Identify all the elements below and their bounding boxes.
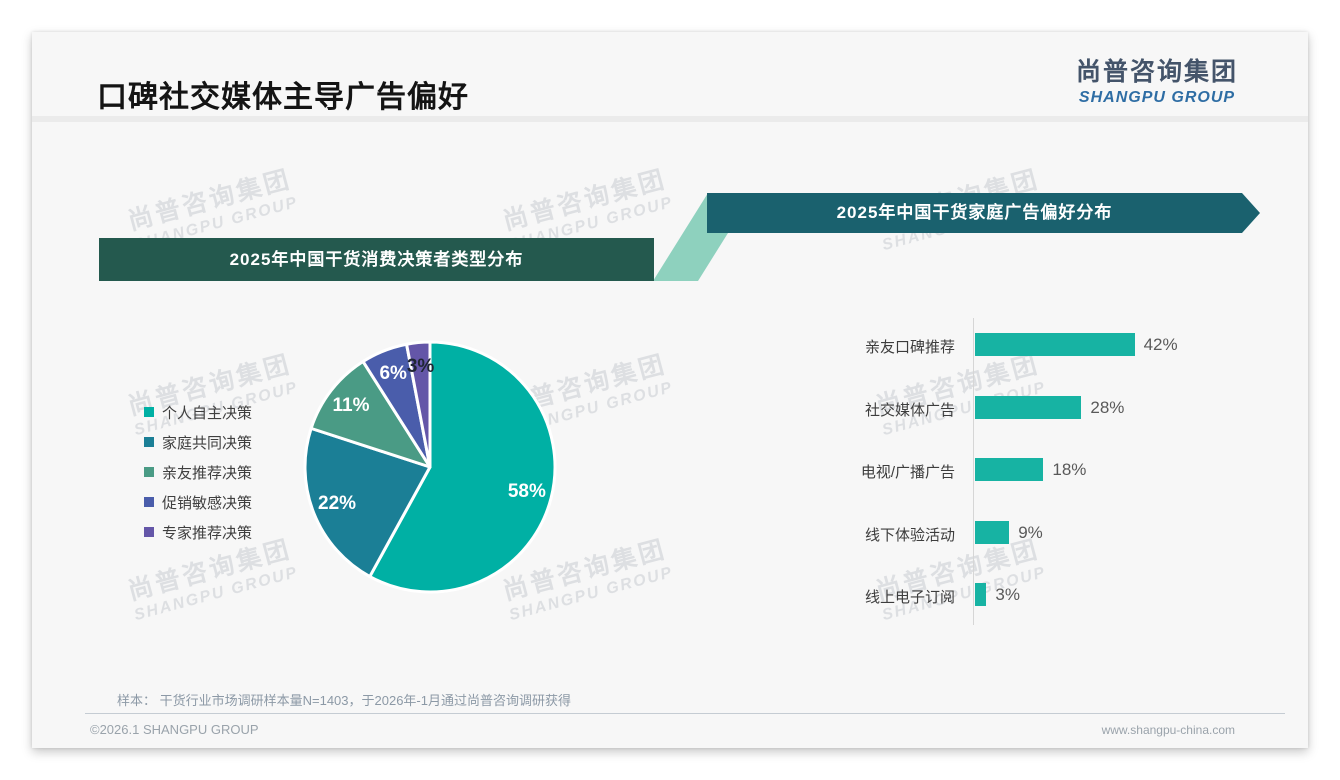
bar-chart: 亲友口碑推荐 42% 社交媒体广告 28% 电视/广播广告 18% 线下体验活动 9% 线上电子…: [32, 32, 1308, 748]
legend-item: 个人自主决策: [144, 397, 252, 427]
legend-label: 促销敏感决策: [162, 494, 253, 512]
bar-category-label: 线下体验活动: [864, 526, 955, 544]
pie-value-label: 3%: [406, 356, 435, 378]
legend-item: 亲友推荐决策: [144, 457, 252, 487]
pie-value-label: 22%: [318, 492, 357, 514]
pie-legend: 个人自主决策 家庭共同决策 亲友推荐决策 促销敏感决策 专家推荐决策: [144, 397, 252, 547]
watermark-cn: 尚普咨询集团: [500, 165, 670, 236]
header-divider: [32, 116, 1308, 122]
bar-chart-title-banner: 2025年中国干货家庭广告偏好分布: [707, 193, 1260, 233]
logo-en-text: SHANGPU GROUP: [1078, 89, 1236, 106]
bar-value-label: 18%: [1052, 460, 1087, 479]
bar-category-label: 线上电子订阅: [864, 589, 955, 606]
legend-label: 亲友推荐决策: [162, 464, 253, 482]
pie-svg: [303, 340, 557, 594]
watermark-en: SHANGPU GROUP: [880, 563, 1049, 625]
bar-线上电子订阅: [975, 583, 987, 606]
watermark-cn: 尚普咨询集团: [873, 535, 1043, 606]
watermark-en: SHANGPU GROUP: [880, 378, 1049, 440]
pie-chart: 58% 22% 11% 6% 3%: [295, 332, 565, 602]
bar-value-label: 28%: [1090, 397, 1125, 417]
bar-chart-axis: [973, 318, 974, 625]
bar-电视/广播广告: [975, 458, 1044, 481]
legend-swatch-icon: [144, 527, 154, 537]
pie-value-label: 58%: [507, 480, 546, 502]
pie-chart-title-banner: 2025年中国干货消费决策者类型分布: [99, 238, 654, 281]
watermark-en: SHANGPU GROUP: [132, 563, 301, 625]
pie-value-label: 6%: [379, 363, 407, 385]
legend-item: 家庭共同决策: [144, 427, 252, 457]
bar-亲友口碑推荐: [975, 333, 1135, 356]
footer-divider: [85, 713, 1285, 714]
bar-value-label: 9%: [1018, 522, 1043, 542]
source-note: 样本： 干货行业市场调研样本量N=1403，于2026年-1月通过尚普咨询调研获…: [117, 693, 571, 708]
bar-category-label: 社交媒体广告: [864, 401, 955, 419]
legend-label: 家庭共同决策: [162, 434, 253, 452]
bar-社交媒体广告: [975, 395, 1082, 419]
legend-label: 个人自主决策: [162, 404, 253, 422]
pie-slice-个人自主决策: [368, 340, 557, 594]
legend-label: 专家推荐决策: [162, 524, 253, 542]
legend-item: 促销敏感决策: [144, 487, 252, 517]
logo-cn-text: 尚普咨询集团: [1075, 58, 1238, 86]
bar-value-label: 42%: [1143, 335, 1178, 354]
slide-card: 口碑社交媒体主导广告偏好 尚普咨询集团 SHANGPU GROUP 尚普咨询集团…: [32, 32, 1308, 748]
watermark-cn: 尚普咨询集团: [125, 165, 295, 236]
legend-swatch-icon: [144, 497, 154, 507]
pie-slice-家庭共同决策: [303, 426, 432, 579]
legend-swatch-icon: [144, 407, 154, 417]
legend-swatch-icon: [144, 437, 154, 447]
page-title: 口碑社交媒体主导广告偏好: [97, 81, 469, 114]
legend-swatch-icon: [144, 467, 154, 477]
legend-item: 专家推荐决策: [144, 517, 252, 547]
pie-value-label: 11%: [332, 394, 370, 416]
watermark-cn: 尚普咨询集团: [873, 350, 1043, 421]
footer-website: www.shangpu-china.com: [1101, 723, 1235, 737]
pie-slice-专家推荐决策: [405, 340, 432, 469]
pie-slice-亲友推荐决策: [309, 359, 432, 469]
bar-value-label: 3%: [995, 585, 1020, 604]
company-logo: 尚普咨询集团 SHANGPU GROUP: [1076, 52, 1238, 107]
bar-线下体验活动: [975, 520, 1010, 544]
bar-category-label: 亲友口碑推荐: [864, 339, 955, 356]
footer-copyright: ©2026.1 SHANGPU GROUP: [90, 722, 259, 737]
bar-category-label: 电视/广播广告: [860, 464, 955, 481]
